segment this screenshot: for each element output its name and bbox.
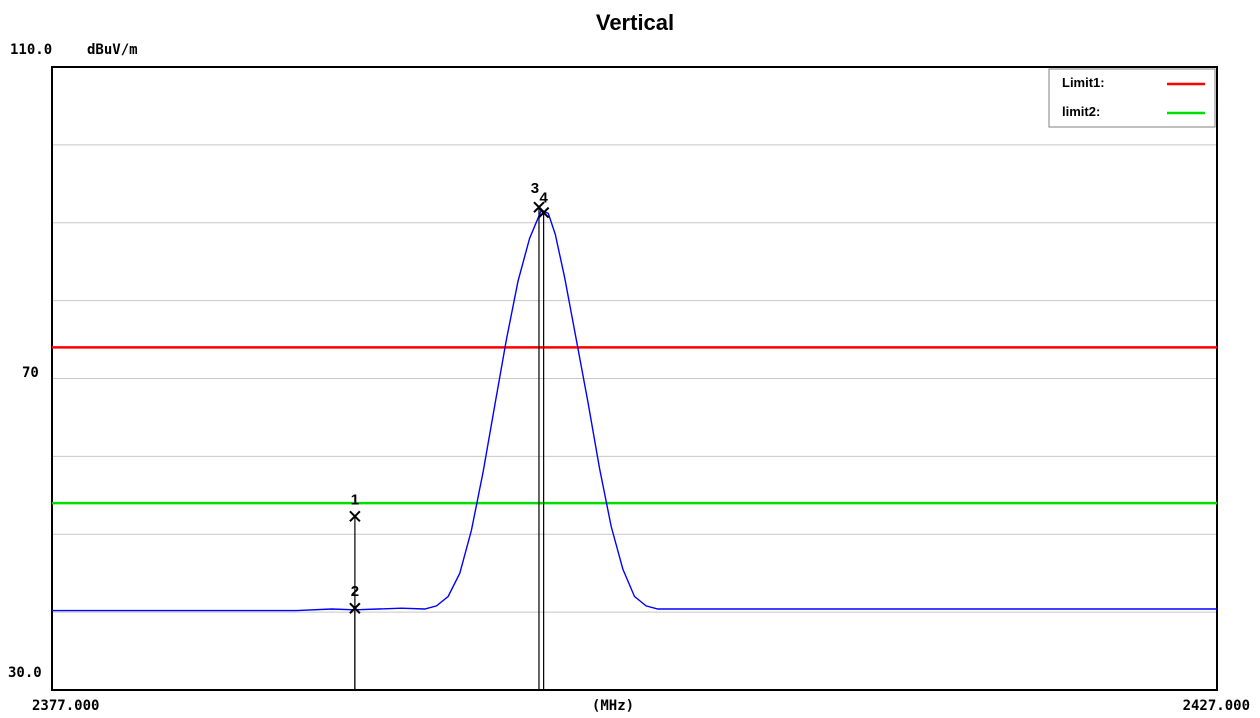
y-tick-label-bottom: 30.0 (8, 665, 42, 681)
legend-label-limit1: Limit1: (1062, 75, 1105, 90)
x-tick-label-end: 2427.000 (1183, 698, 1250, 714)
y-tick-label-top: 110.0 (10, 42, 52, 58)
x-unit-label: (MHz) (592, 698, 634, 714)
marker-1: 1 (349, 491, 361, 523)
legend-box (1048, 68, 1216, 128)
marker-label-4: 4 (539, 190, 548, 207)
trace-line (52, 209, 1217, 612)
marker-x-stroke (537, 206, 550, 219)
marker-x-stroke (349, 602, 361, 614)
marker-x-stroke (349, 510, 361, 523)
x-tick-label-start: 2377.000 (32, 698, 99, 714)
marker-label-2: 2 (351, 583, 359, 600)
marker-label-3: 3 (531, 180, 539, 197)
y-unit-label: dBuV/m (87, 42, 138, 58)
limit-lines (52, 346, 1217, 505)
chart-title: Vertical (596, 10, 674, 35)
y-tick-label-mid: 70 (22, 365, 39, 381)
markers: 1 2 34 (349, 180, 550, 614)
legend: Limit1: limit2: (1048, 68, 1216, 128)
marker-x-stroke (533, 201, 545, 213)
marker-4: 4 (537, 190, 550, 219)
marker-lines (354, 207, 545, 690)
marker-label-1: 1 (351, 491, 359, 508)
legend-label-limit2: limit2: (1062, 104, 1100, 119)
marker-2: 2 (349, 583, 361, 614)
grid-lines (52, 144, 1217, 613)
plot-frame (51, 66, 1218, 691)
